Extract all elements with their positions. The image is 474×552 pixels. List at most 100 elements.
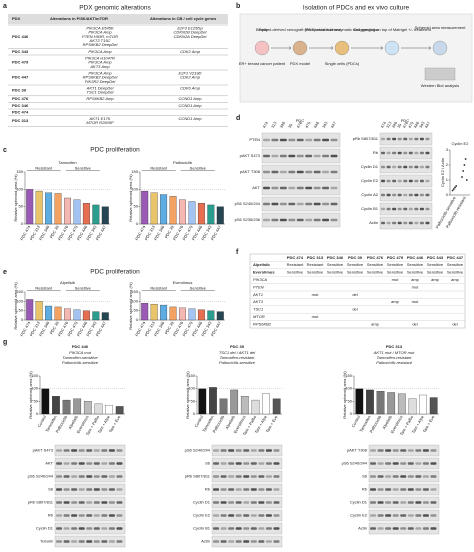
blot-band: [101, 527, 108, 530]
table-cell: Sensitive: [447, 262, 464, 267]
blot-label: pRb S807/811: [28, 500, 54, 505]
panel-letter: e: [3, 269, 7, 276]
bar: [141, 190, 149, 225]
blot-band: [78, 488, 85, 491]
blot-band: [400, 488, 407, 491]
pdx-name: PDC 39: [12, 87, 27, 92]
bar: [251, 399, 260, 415]
blot-band: [415, 462, 422, 465]
blot-band: [408, 165, 413, 169]
blot-band: [397, 193, 402, 197]
blot-band: [213, 527, 220, 530]
blot-band: [220, 475, 227, 478]
blot-band: [263, 170, 270, 174]
blot-strip: [54, 522, 126, 535]
blot-band: [296, 186, 304, 190]
alteration: PIK3R2 DeepDel: [85, 79, 116, 84]
bar: [73, 309, 81, 321]
table-header: PDC 343: [427, 255, 444, 260]
blot-band: [213, 488, 220, 491]
row-label: AKT1: [252, 292, 263, 297]
blot-band: [56, 527, 63, 530]
step-icon: [292, 40, 308, 56]
lane-label: 343: [418, 120, 426, 129]
table-cell: amp: [431, 277, 440, 282]
blot-band: [400, 527, 407, 530]
blot-band: [381, 165, 386, 169]
blot-band: [228, 475, 235, 478]
bar: [240, 396, 249, 415]
blot-band: [422, 501, 429, 504]
blot-band: [56, 449, 63, 452]
table-cell: del: [452, 321, 457, 326]
blot-band: [78, 501, 85, 504]
blot-band: [408, 221, 413, 225]
blot-band: [235, 540, 242, 543]
blot-band: [235, 514, 242, 517]
y-tick-label: 100: [131, 298, 138, 303]
bar: [230, 389, 239, 415]
bar: [73, 199, 81, 225]
y-tick-label: 100: [345, 386, 352, 391]
blot-band: [78, 449, 85, 452]
blot-strip: [211, 496, 283, 509]
group-label: Resistant: [150, 166, 168, 171]
blot-label: pS6 S240/244: [28, 474, 54, 479]
blot-band: [322, 138, 330, 142]
blot-band: [408, 207, 413, 211]
blot-band: [385, 449, 392, 452]
blot-band: [93, 475, 100, 478]
blot-strip: [211, 457, 283, 470]
blot-band: [330, 170, 338, 174]
group-label: Sensitive: [75, 286, 92, 291]
blot-band: [235, 449, 242, 452]
arrow: [351, 46, 384, 50]
blot-band: [430, 462, 437, 465]
panel-subtitle-line: Tamoxifen-resistant: [377, 355, 413, 360]
x-tick-label: Control: [193, 414, 204, 428]
blot-label: pAKT T308: [347, 448, 368, 453]
blot-band: [414, 193, 419, 197]
table-cell: Resistant: [307, 262, 325, 267]
blot-band: [377, 527, 384, 530]
y-tick-label: 50: [34, 398, 39, 403]
bar: [197, 203, 205, 225]
blot-band: [414, 207, 419, 211]
point: [461, 176, 463, 178]
lane-label: 446: [312, 120, 320, 129]
blot-label: Cyclin E2: [361, 178, 379, 183]
blot-band: [381, 179, 386, 183]
blot-band: [330, 202, 338, 206]
bar: [150, 303, 158, 321]
alteration: E2F3 E125fsp: [177, 25, 203, 30]
panel-b-box: [239, 13, 473, 103]
blot-band: [220, 501, 227, 504]
panel-subtitle-line: Palbociclib-sensitive: [219, 360, 256, 365]
blot-header: PDC: [401, 118, 410, 123]
group-label: Sensitive: [190, 286, 207, 291]
lane-label: 476: [295, 120, 303, 129]
blot-band: [250, 540, 257, 543]
bar: [262, 393, 270, 415]
blot-band: [116, 514, 123, 517]
blot-strip: [54, 496, 126, 509]
table-cell: Sensitive: [307, 270, 324, 275]
blot-band: [296, 202, 304, 206]
blot-band: [93, 514, 100, 517]
step-icon: [254, 40, 270, 56]
blot-band: [265, 527, 272, 530]
blot-band: [271, 138, 279, 142]
blot-band: [386, 151, 391, 155]
table-cell: Sensitive: [447, 270, 464, 275]
bar: [216, 311, 224, 321]
blot-band: [273, 527, 280, 530]
step-label: Spheroid area measurement: [415, 25, 467, 30]
blot-band: [273, 449, 280, 452]
bar: [160, 304, 168, 321]
row-label: Alpelisib: [253, 262, 270, 267]
blot-strip: [211, 522, 283, 535]
arrow: [309, 46, 334, 50]
pdx-name: PDC 343: [12, 49, 29, 54]
blot-band: [93, 462, 100, 465]
bar: [188, 201, 196, 225]
